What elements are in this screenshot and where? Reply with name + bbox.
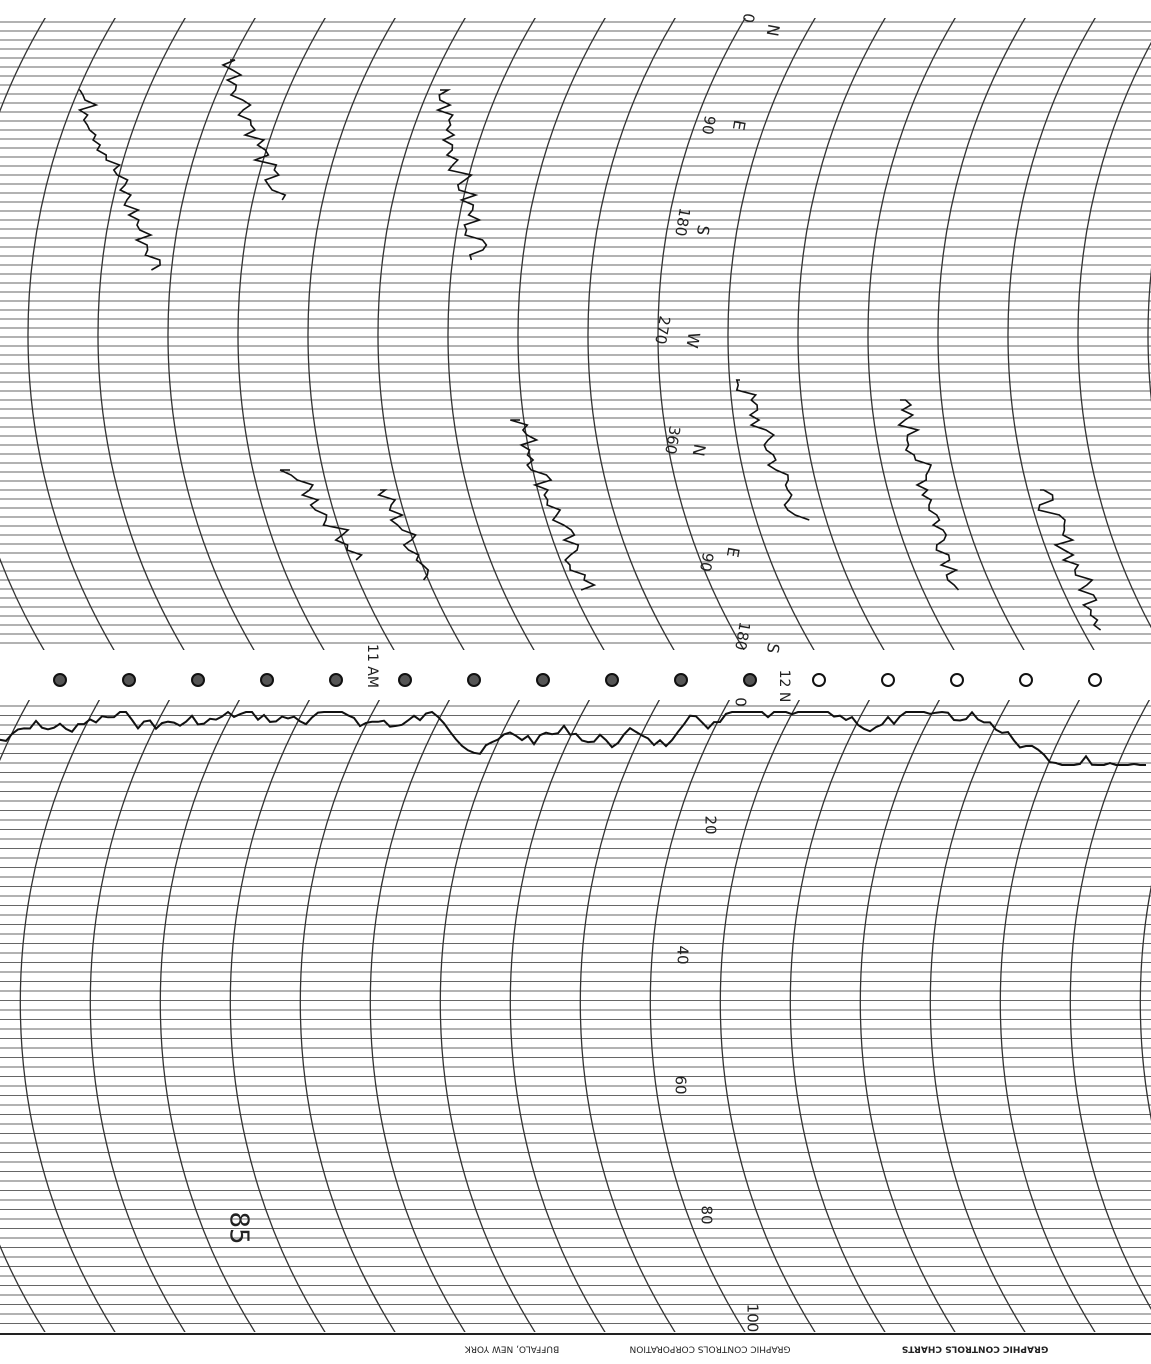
hole xyxy=(399,674,411,686)
time-label: 11 AM xyxy=(364,644,380,688)
chart-number: 85 xyxy=(224,1211,254,1244)
chart-paper: NESWNES0901802703609018011 AM12 N0204060… xyxy=(0,0,1151,1364)
hole xyxy=(813,674,825,686)
speed-label: 0 xyxy=(732,697,750,707)
hole xyxy=(1089,674,1101,686)
speed-label: 80 xyxy=(698,1205,716,1224)
hole xyxy=(537,674,549,686)
time-label: 12 N xyxy=(776,670,792,703)
speed-label: 20 xyxy=(702,815,720,834)
degree-label: 90 xyxy=(696,551,717,573)
hole xyxy=(330,674,342,686)
hole xyxy=(606,674,618,686)
footer-text: GRAPHIC CONTROLS CORPORATION xyxy=(630,1344,791,1354)
hole xyxy=(951,674,963,686)
hole xyxy=(261,674,273,686)
hole xyxy=(54,674,66,686)
degree-label: 90 xyxy=(698,114,719,136)
speed-label: 40 xyxy=(674,945,692,964)
hole xyxy=(192,674,204,686)
hole xyxy=(744,674,756,686)
perforation-strip xyxy=(0,652,1151,698)
hole xyxy=(123,674,135,686)
speed-label: 60 xyxy=(672,1075,690,1094)
footer-text: GRAPHIC CONTROLS CHARTS xyxy=(902,1344,1049,1354)
footer-text: BUFFALO, NEW YORK xyxy=(464,1344,559,1354)
speed-label: 100 xyxy=(744,1304,762,1333)
hole xyxy=(468,674,480,686)
hole xyxy=(882,674,894,686)
hole xyxy=(1020,674,1032,686)
hole xyxy=(675,674,687,686)
